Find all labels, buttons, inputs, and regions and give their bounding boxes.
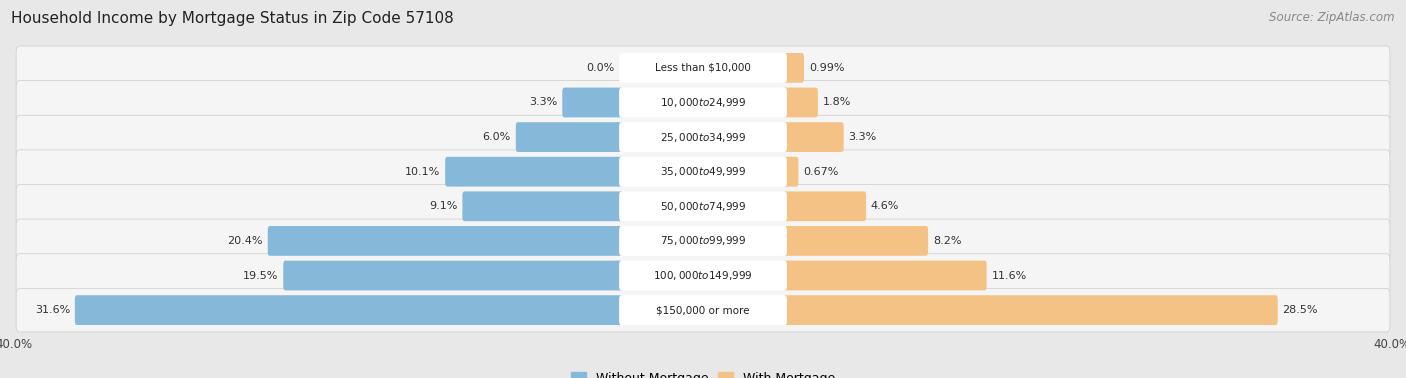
Text: $150,000 or more: $150,000 or more — [657, 305, 749, 315]
FancyBboxPatch shape — [15, 115, 1391, 159]
Text: Less than $10,000: Less than $10,000 — [655, 63, 751, 73]
Text: 0.67%: 0.67% — [803, 167, 838, 177]
FancyBboxPatch shape — [619, 191, 787, 221]
Text: $25,000 to $34,999: $25,000 to $34,999 — [659, 130, 747, 144]
Text: 9.1%: 9.1% — [429, 201, 457, 211]
FancyBboxPatch shape — [783, 295, 1278, 325]
FancyBboxPatch shape — [516, 122, 623, 152]
Legend: Without Mortgage, With Mortgage: Without Mortgage, With Mortgage — [565, 367, 841, 378]
FancyBboxPatch shape — [15, 46, 1391, 90]
FancyBboxPatch shape — [783, 53, 804, 83]
FancyBboxPatch shape — [619, 122, 787, 152]
FancyBboxPatch shape — [15, 184, 1391, 228]
Text: 31.6%: 31.6% — [35, 305, 70, 315]
FancyBboxPatch shape — [15, 81, 1391, 124]
Text: 1.8%: 1.8% — [823, 98, 851, 107]
Text: 4.6%: 4.6% — [870, 201, 900, 211]
Text: $10,000 to $24,999: $10,000 to $24,999 — [659, 96, 747, 109]
Text: 0.0%: 0.0% — [586, 63, 614, 73]
Text: 10.1%: 10.1% — [405, 167, 440, 177]
FancyBboxPatch shape — [783, 261, 987, 290]
Text: 20.4%: 20.4% — [228, 236, 263, 246]
Text: 8.2%: 8.2% — [934, 236, 962, 246]
FancyBboxPatch shape — [783, 122, 844, 152]
Text: 3.3%: 3.3% — [529, 98, 557, 107]
Text: 28.5%: 28.5% — [1282, 305, 1317, 315]
FancyBboxPatch shape — [783, 226, 928, 256]
FancyBboxPatch shape — [267, 226, 623, 256]
FancyBboxPatch shape — [783, 191, 866, 221]
Text: 6.0%: 6.0% — [482, 132, 510, 142]
FancyBboxPatch shape — [783, 157, 799, 187]
FancyBboxPatch shape — [15, 254, 1391, 297]
Text: 11.6%: 11.6% — [991, 271, 1026, 280]
Text: $75,000 to $99,999: $75,000 to $99,999 — [659, 234, 747, 248]
Text: $50,000 to $74,999: $50,000 to $74,999 — [659, 200, 747, 213]
FancyBboxPatch shape — [783, 88, 818, 117]
FancyBboxPatch shape — [619, 226, 787, 256]
FancyBboxPatch shape — [15, 288, 1391, 332]
Text: $100,000 to $149,999: $100,000 to $149,999 — [654, 269, 752, 282]
Text: Household Income by Mortgage Status in Zip Code 57108: Household Income by Mortgage Status in Z… — [11, 11, 454, 26]
FancyBboxPatch shape — [619, 157, 787, 187]
Text: 3.3%: 3.3% — [849, 132, 877, 142]
Text: Source: ZipAtlas.com: Source: ZipAtlas.com — [1270, 11, 1395, 24]
FancyBboxPatch shape — [619, 88, 787, 117]
Text: $35,000 to $49,999: $35,000 to $49,999 — [659, 165, 747, 178]
FancyBboxPatch shape — [75, 295, 623, 325]
FancyBboxPatch shape — [15, 219, 1391, 263]
FancyBboxPatch shape — [619, 261, 787, 290]
FancyBboxPatch shape — [619, 53, 787, 83]
FancyBboxPatch shape — [463, 191, 623, 221]
FancyBboxPatch shape — [619, 295, 787, 325]
FancyBboxPatch shape — [446, 157, 623, 187]
Text: 0.99%: 0.99% — [808, 63, 844, 73]
FancyBboxPatch shape — [283, 261, 623, 290]
FancyBboxPatch shape — [15, 150, 1391, 194]
Text: 19.5%: 19.5% — [243, 271, 278, 280]
FancyBboxPatch shape — [562, 88, 623, 117]
